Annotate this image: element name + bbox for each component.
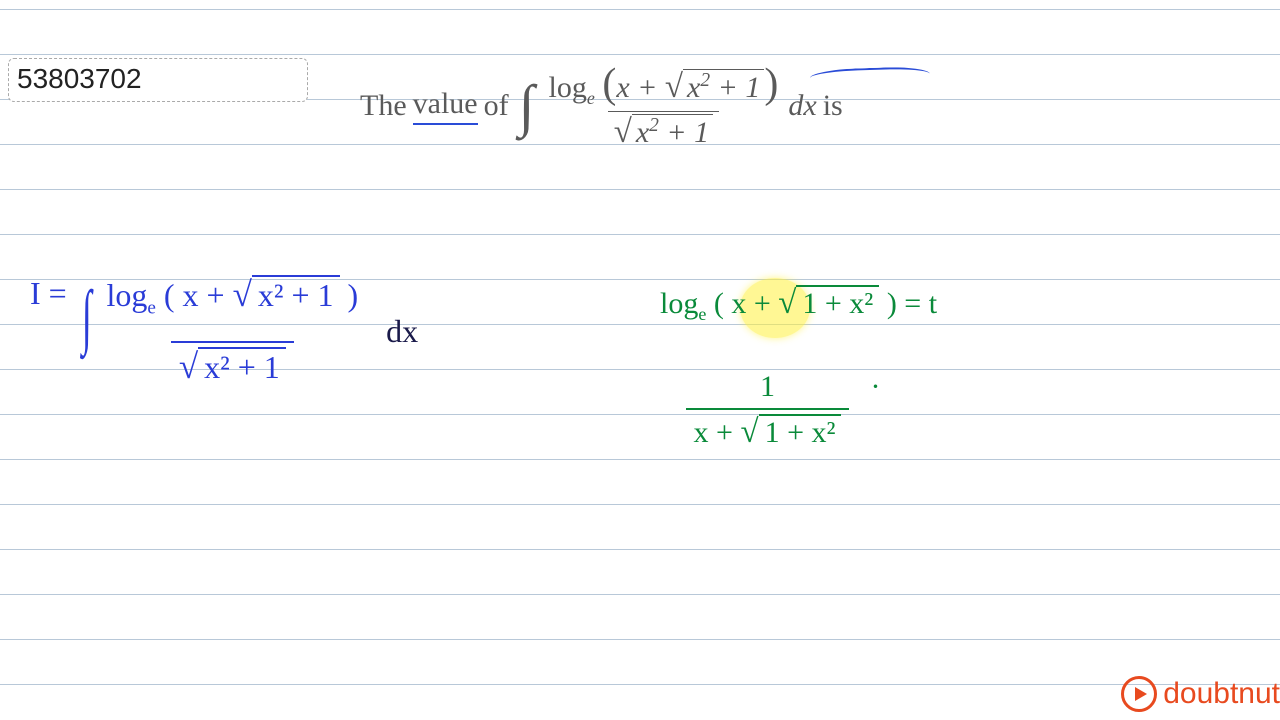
doubtnut-logo: doubtnut: [1121, 676, 1280, 712]
integral-expression: ∫ loge (x + x2 + 1) x2 + 1 dx: [515, 60, 817, 151]
logo-text: doubtnut: [1163, 677, 1280, 711]
handwritten-green-derivative: 1 x + 1 + x² ·: [680, 370, 881, 451]
question-id: 53803702: [17, 63, 142, 94]
num-sqrt: x2 + 1: [665, 69, 764, 106]
dx: dx: [788, 89, 816, 123]
is-word: is: [823, 89, 843, 123]
green-fraction: 1 x + 1 + x²: [680, 370, 855, 451]
arg-plus: +: [630, 71, 665, 104]
value-word: value: [413, 87, 478, 125]
hw-blue-den: x² + 1: [171, 341, 294, 387]
log-label: log: [549, 71, 587, 104]
question-id-box: 53803702: [8, 58, 308, 102]
play-icon: [1121, 676, 1157, 712]
log-base: e: [587, 88, 595, 108]
handwritten-blue-integral: I = ∫ loge ( x + x² + 1 ) x² + 1 dx: [30, 275, 418, 387]
den-sqrt: x2 + 1: [614, 114, 713, 151]
hw-blue-num: loge ( x + x² + 1 ): [98, 275, 366, 323]
hw-dx: dx: [386, 313, 418, 350]
of-word: of: [484, 89, 509, 123]
denominator: x2 + 1: [608, 111, 719, 151]
question-text: The value of ∫ loge (x + x2 + 1) x2 + 1 …: [360, 60, 1060, 151]
I-equals: I =: [30, 275, 67, 312]
play-triangle: [1135, 687, 1147, 701]
handwritten-green-sub: loge ( x + 1 + x² ) = t: [660, 285, 937, 325]
numerator: loge (x + x2 + 1): [543, 60, 785, 111]
green-num: 1: [680, 370, 855, 408]
prefix: The: [360, 89, 407, 123]
hw-integral-sign: ∫: [82, 275, 92, 358]
hw-blue-fraction: loge ( x + x² + 1 ) x² + 1: [98, 275, 366, 387]
green-dot: ·: [871, 370, 881, 403]
main-fraction: loge (x + x2 + 1) x2 + 1: [543, 60, 785, 151]
arg-x: x: [616, 71, 629, 104]
green-den: x + 1 + x²: [686, 408, 850, 451]
integral-sign: ∫: [519, 72, 535, 139]
